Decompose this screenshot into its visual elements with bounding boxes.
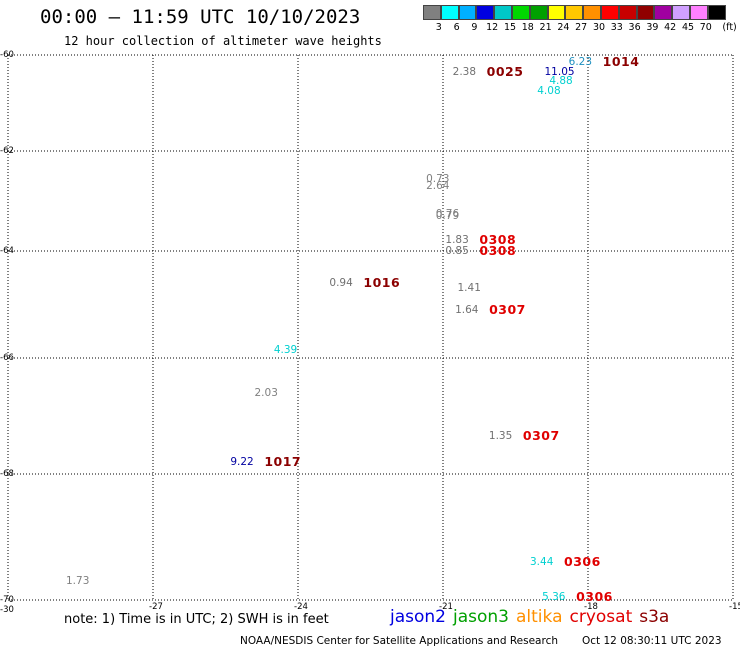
swh-value: 0.79 bbox=[435, 210, 460, 222]
latitude-tick-label: -60 bbox=[0, 50, 14, 60]
latitude-tick-label: -70 bbox=[0, 595, 14, 605]
swh-value: 0.73 bbox=[426, 172, 450, 185]
color-swatch bbox=[672, 5, 690, 20]
swh-value: 6.23 bbox=[568, 56, 593, 69]
observation-time: 0307 bbox=[522, 428, 560, 444]
swh-color-legend-labels: 3 6 9 12 15 18 21 24 27 30 33 36 39 42 45 70 (ft) bbox=[423, 22, 740, 34]
color-legend-label: 18 bbox=[521, 22, 534, 33]
color-legend-label: 12 bbox=[486, 22, 499, 33]
observation-time: 0308 bbox=[479, 232, 517, 247]
color-swatch bbox=[423, 5, 441, 20]
color-swatch bbox=[458, 5, 477, 20]
observation-time: 0025 bbox=[486, 63, 524, 79]
swh-value: 0.76 bbox=[435, 207, 460, 220]
units-note-text: note: 1) Time is in UTC; 2) SWH is in fe… bbox=[64, 612, 329, 627]
swh-value: 3.44 bbox=[530, 556, 554, 569]
color-legend-label: 45 bbox=[681, 22, 695, 33]
swh-value: 2.03 bbox=[254, 386, 278, 399]
observation-time: 0308 bbox=[479, 243, 517, 258]
color-swatch bbox=[565, 5, 584, 20]
observation-time: 0306 bbox=[564, 554, 601, 570]
color-swatch bbox=[511, 5, 530, 20]
satellite-legend-item: jason2 bbox=[390, 607, 446, 627]
observation-time: 0306 bbox=[576, 588, 613, 604]
color-swatch bbox=[476, 5, 495, 20]
color-legend-label: 42 bbox=[664, 22, 677, 33]
color-legend-label: 39 bbox=[646, 22, 659, 33]
color-swatch bbox=[440, 5, 459, 20]
longitude-tick-label: -15 bbox=[729, 602, 740, 612]
satellite-legend-item: s3a bbox=[639, 607, 670, 627]
swh-value: 1.35 bbox=[488, 430, 513, 443]
satellite-legend-item: altika bbox=[516, 607, 563, 627]
swh-value: 11.05 bbox=[544, 65, 575, 78]
color-legend-label: 70 bbox=[699, 22, 712, 33]
latitude-tick-label: -62 bbox=[0, 146, 14, 156]
swh-value: 5.36 bbox=[542, 590, 566, 603]
swh-value: 0.94 bbox=[329, 277, 353, 290]
swh-value: 4.39 bbox=[273, 343, 298, 356]
map-gridlines bbox=[7, 54, 734, 601]
longitude-tick-label: -24 bbox=[294, 602, 308, 612]
swh-value: 1.64 bbox=[455, 303, 479, 316]
color-legend-label: 27 bbox=[575, 22, 588, 33]
longitude-tick-label: -27 bbox=[149, 602, 163, 612]
swh-color-legend bbox=[423, 5, 726, 20]
color-swatch bbox=[547, 5, 566, 20]
latitude-tick-label: -66 bbox=[0, 353, 14, 363]
units-note: note: 1) Time is in UTC; 2) SWH is in fe… bbox=[64, 612, 329, 627]
color-swatch bbox=[618, 5, 637, 20]
swh-value: 2.64 bbox=[426, 180, 450, 192]
swh-value: 1.73 bbox=[66, 575, 90, 588]
observation-time: 1014 bbox=[602, 54, 640, 70]
color-legend-label: 6 bbox=[453, 22, 460, 33]
observation-time: 0307 bbox=[489, 301, 526, 317]
swh-value: 1.41 bbox=[457, 282, 481, 295]
map-subtitle: 12 hour collection of altimeter wave hei… bbox=[64, 34, 382, 48]
latitude-tick-label: -68 bbox=[0, 469, 14, 479]
color-swatch bbox=[707, 5, 726, 20]
swh-value: 0.85 bbox=[445, 245, 469, 257]
swh-value: 2.38 bbox=[452, 65, 477, 78]
generated-timestamp: Oct 12 08:30:11 UTC 2023 bbox=[582, 635, 722, 647]
swh-value: 1.83 bbox=[445, 234, 469, 246]
color-legend-label: 21 bbox=[539, 22, 552, 33]
swh-value: 4.88 bbox=[549, 75, 573, 88]
latitude-tick-label: -64 bbox=[0, 246, 14, 256]
color-legend-label: 33 bbox=[610, 22, 623, 33]
credit-text: NOAA/NESDIS Center for Satellite Applica… bbox=[240, 635, 558, 647]
longitude-tick-label: -30 bbox=[0, 605, 14, 615]
satellite-legend-item: cryosat bbox=[569, 607, 633, 627]
longitude-tick-label: -18 bbox=[584, 602, 598, 612]
color-swatch bbox=[689, 5, 708, 20]
color-legend-label: (ft) bbox=[722, 22, 737, 33]
color-legend-label: 24 bbox=[557, 22, 570, 33]
color-swatch bbox=[654, 5, 673, 20]
observation-time: 1017 bbox=[264, 454, 302, 470]
map-title: 00:00 – 11:59 UTC 10/10/2023 bbox=[40, 6, 361, 28]
color-legend-label: 15 bbox=[503, 22, 517, 33]
color-swatch bbox=[494, 5, 512, 20]
longitude-tick-label: -21 bbox=[439, 602, 453, 612]
swh-value: 4.08 bbox=[537, 85, 561, 97]
color-legend-label: 30 bbox=[592, 22, 606, 33]
satellite-legend: jason2 jason3 altika cryosat s3a bbox=[390, 607, 676, 627]
swh-value: 9.22 bbox=[230, 456, 254, 469]
color-swatch bbox=[583, 5, 601, 20]
color-swatch bbox=[600, 5, 619, 20]
observation-time: 1016 bbox=[363, 275, 401, 291]
color-legend-label: 3 bbox=[435, 22, 442, 33]
satellite-legend-item: jason3 bbox=[453, 607, 509, 627]
color-legend-label: 36 bbox=[628, 22, 641, 33]
color-legend-label: 9 bbox=[471, 22, 478, 33]
color-swatch bbox=[529, 5, 548, 20]
color-swatch bbox=[636, 5, 655, 20]
